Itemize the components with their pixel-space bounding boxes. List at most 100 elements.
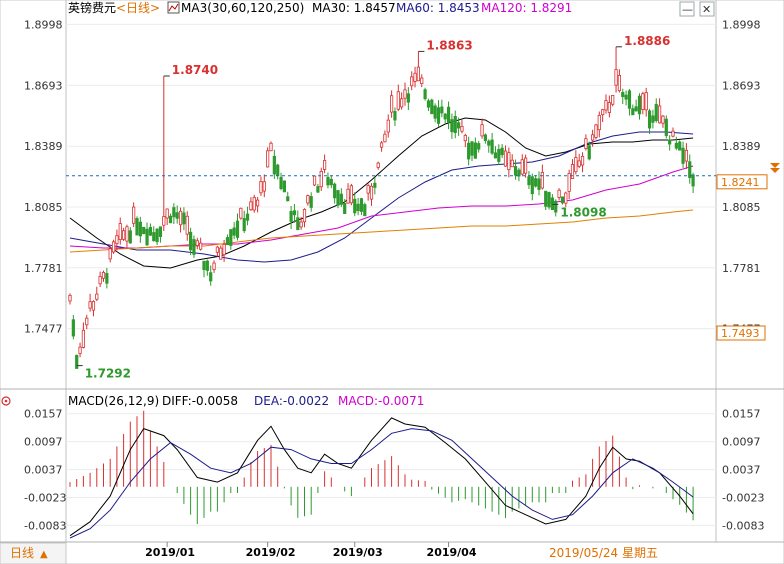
candle-body	[470, 141, 474, 156]
macd-grid	[66, 413, 716, 526]
ma30-value: MA30: 1.8457	[312, 1, 396, 15]
minimize-button[interactable]: —	[679, 1, 695, 17]
macd-tick-right: 0.0037	[722, 464, 761, 477]
candle-body	[664, 118, 668, 136]
candle-body	[567, 173, 571, 192]
candle-body	[554, 200, 558, 213]
candle-body	[172, 207, 176, 218]
candle-body	[346, 188, 350, 204]
candle-body	[199, 242, 203, 250]
candle-body	[453, 116, 457, 134]
candle-body	[383, 133, 387, 143]
candle-body	[212, 262, 216, 270]
candle-body	[513, 166, 518, 176]
price-tick-left: 1.8998	[24, 18, 63, 31]
candle-body	[534, 178, 538, 187]
macd-axis-left: 0.0157 0.0097 0.0037 -0.0023 -0.0083	[24, 408, 66, 533]
price-axis-left: 1.8998 1.8693 1.8389 1.8085 1.7781 1.7477	[24, 18, 63, 335]
period-button-label: 日线	[10, 546, 34, 560]
scroll-end-icon[interactable]	[770, 163, 780, 173]
candle-body	[108, 248, 112, 260]
macd-diff-line	[69, 417, 694, 537]
date-tick-label: 2019/04	[427, 546, 477, 559]
ma120-value: MA120: 1.8291	[481, 1, 572, 15]
candle-body	[312, 175, 317, 186]
candle-body	[316, 186, 320, 193]
candle-body	[477, 143, 481, 150]
candle-body	[601, 109, 605, 116]
candle-body	[580, 155, 585, 166]
candle-body	[376, 162, 380, 168]
macd-params: MACD(26,12,9)	[68, 394, 159, 408]
candle-body	[296, 217, 300, 231]
ma-toggle-icon[interactable]	[167, 1, 180, 14]
period-up-arrow-icon: ▲	[40, 549, 48, 560]
candle-body	[423, 89, 427, 100]
candle-body	[537, 178, 541, 190]
candle-body	[668, 139, 672, 145]
candle-body	[691, 174, 695, 187]
candle-body	[658, 105, 662, 124]
macd-tick-right: -0.0083	[722, 519, 764, 532]
candle-body	[115, 235, 119, 244]
candle-body	[219, 247, 223, 260]
candle-body	[373, 182, 377, 188]
candlesticks	[68, 46, 695, 369]
candle-body	[524, 157, 528, 174]
candle-body	[175, 212, 179, 219]
candle-body	[503, 150, 508, 167]
candle-body	[647, 110, 652, 129]
candle-body	[406, 93, 410, 103]
candle-body	[467, 142, 471, 160]
macd-tick-left: -0.0023	[24, 492, 66, 505]
candle-body	[584, 138, 588, 149]
candle-body	[279, 176, 283, 189]
candle-body	[440, 106, 444, 114]
price-tick-right: 1.8085	[722, 201, 761, 214]
candle-body	[631, 108, 635, 116]
date-axis: 2019/01 2019/02 2019/03 2019/04	[145, 542, 477, 559]
macd-settings-icon[interactable]	[1, 396, 11, 406]
candle-body	[195, 240, 199, 246]
candle-body	[205, 260, 209, 271]
candle-body	[122, 230, 126, 240]
period-label: <日线>	[116, 1, 160, 15]
candle-body	[560, 196, 565, 204]
macd-tick-left: 0.0157	[24, 408, 63, 421]
candle-body	[413, 72, 417, 82]
candle-body	[403, 89, 407, 99]
candle-body	[510, 159, 514, 168]
candle-body	[651, 115, 655, 123]
candle-body	[182, 212, 186, 225]
candle-body	[132, 206, 136, 224]
candle-body	[688, 161, 692, 179]
close-button[interactable]: ✕	[699, 1, 715, 17]
candle-body	[490, 139, 494, 154]
annotation-low: 1.8098	[560, 205, 606, 219]
candle-body	[443, 113, 447, 120]
price-tick-left: 1.8389	[24, 140, 63, 153]
candle-body	[379, 142, 384, 148]
candle-body	[343, 202, 347, 214]
date-tick-label: 2019/03	[333, 546, 383, 559]
candle-body	[165, 208, 169, 219]
annotation-high: 1.8886	[624, 34, 670, 48]
ma60-value: MA60: 1.8453	[396, 1, 480, 15]
candle-body	[78, 346, 82, 354]
candle-body	[125, 226, 129, 242]
candle-body	[235, 220, 240, 238]
candle-body	[446, 106, 451, 123]
candle-body	[681, 147, 685, 164]
instrument-name: 英镑费元	[68, 0, 116, 15]
candle-body	[544, 190, 548, 207]
candle-body	[75, 354, 79, 369]
candle-body	[483, 134, 488, 141]
candle-body	[319, 170, 323, 188]
close-icon: ✕	[702, 3, 711, 16]
annotation-low: 1.7292	[85, 367, 131, 381]
period-selector[interactable]: 日线 ▲	[0, 542, 67, 564]
candle-body	[587, 145, 591, 160]
macd-dea-value: DEA:-0.0022	[254, 394, 329, 408]
candle-body	[463, 134, 467, 142]
candle-body	[158, 226, 163, 238]
